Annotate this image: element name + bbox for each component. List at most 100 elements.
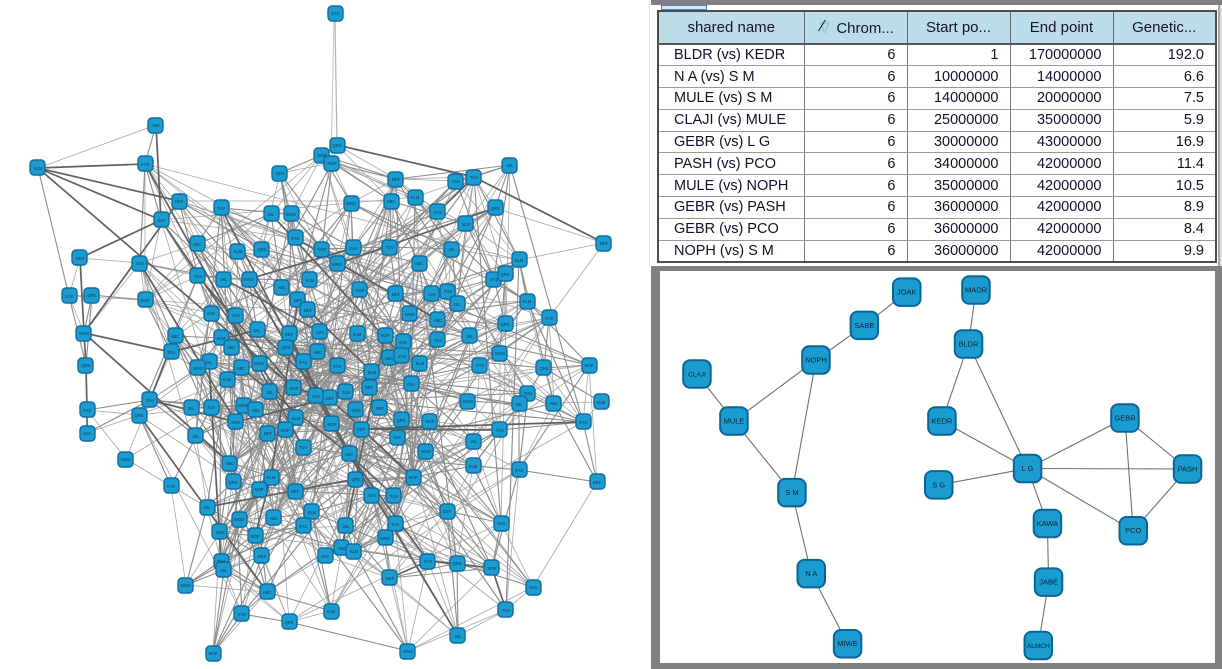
svg-text:N A: N A — [805, 569, 817, 578]
svg-text:GHI: GHI — [452, 179, 459, 184]
svg-text:QRS: QRS — [215, 530, 224, 535]
svg-text:JKL: JKL — [342, 524, 350, 529]
svg-text:KLM: KLM — [223, 377, 232, 382]
svg-text:KLM: KLM — [34, 166, 43, 171]
svg-text:MNO: MNO — [238, 403, 249, 408]
svg-text:ABC: ABC — [415, 261, 424, 266]
svg-text:GEBR: GEBR — [1114, 414, 1136, 423]
svg-text:QRS: QRS — [228, 480, 237, 485]
svg-text:XYZ: XYZ — [333, 364, 342, 369]
svg-text:XYZ: XYZ — [238, 612, 247, 617]
svg-text:XYZ: XYZ — [141, 162, 150, 167]
svg-text:KLM: KLM — [308, 510, 317, 515]
svg-text:ABC: ABC — [263, 590, 272, 595]
svg-text:MNO: MNO — [495, 351, 506, 356]
svg-text:JKL: JKL — [448, 247, 456, 252]
svg-text:XYZ: XYZ — [398, 354, 407, 359]
svg-text:ABC: ABC — [387, 199, 396, 204]
svg-text:QRS: QRS — [351, 408, 360, 413]
svg-text:MNO: MNO — [421, 449, 432, 454]
svg-text:DEF: DEF — [443, 509, 452, 514]
svg-text:ABC: ABC — [434, 318, 443, 323]
svg-text:JKL: JKL — [187, 406, 195, 411]
svg-text:TUV: TUV — [194, 274, 203, 279]
svg-text:JKL: JKL — [506, 163, 514, 168]
svg-text:ABC: ABC — [270, 516, 279, 521]
svg-text:KLM: KLM — [597, 400, 606, 405]
svg-text:XYZ: XYZ — [424, 559, 433, 564]
svg-text:XYZ: XYZ — [299, 360, 308, 365]
svg-text:QRS: QRS — [81, 363, 90, 368]
svg-text:ABC: ABC — [152, 123, 161, 128]
svg-text:QRS: QRS — [490, 206, 499, 211]
svg-text:XYZ: XYZ — [167, 484, 176, 489]
svg-text:NOP: NOP — [317, 247, 326, 252]
svg-text:KAWA: KAWA — [1037, 519, 1059, 528]
svg-text:MNO: MNO — [286, 212, 297, 217]
svg-text:TUV: TUV — [444, 289, 453, 294]
svg-text:NOP: NOP — [208, 651, 217, 656]
svg-text:KEDR: KEDR — [932, 417, 953, 426]
svg-text:XYZ: XYZ — [545, 316, 554, 321]
svg-text:KLM: KLM — [217, 336, 226, 341]
svg-text:DEF: DEF — [76, 256, 85, 261]
svg-text:MNO: MNO — [463, 399, 474, 404]
svg-text:KLM: KLM — [353, 332, 362, 337]
svg-text:MNO: MNO — [234, 517, 245, 522]
svg-text:MNO: MNO — [193, 366, 204, 371]
svg-text:KLM: KLM — [306, 278, 315, 283]
svg-text:QRS: QRS — [284, 620, 293, 625]
svg-text:PASH: PASH — [1178, 465, 1198, 474]
svg-text:ABC: ABC — [550, 401, 559, 406]
svg-text:JKL: JKL — [266, 390, 274, 395]
svg-text:NOP: NOP — [327, 422, 336, 427]
svg-text:TUV: TUV — [217, 206, 226, 211]
svg-text:XYZ: XYZ — [65, 294, 74, 299]
svg-text:NOP: NOP — [355, 288, 364, 293]
svg-text:NOP: NOP — [425, 419, 434, 424]
svg-text:MADR: MADR — [965, 286, 988, 295]
svg-text:NOP: NOP — [487, 566, 496, 571]
svg-text:DEF: DEF — [291, 489, 300, 494]
svg-text:QRS: QRS — [500, 322, 509, 327]
svg-text:KLM: KLM — [411, 195, 420, 200]
svg-text:GHI: GHI — [146, 398, 153, 403]
svg-text:DEF: DEF — [600, 241, 609, 246]
svg-text:GHI: GHI — [399, 340, 406, 345]
svg-text:ABC: ABC — [227, 345, 236, 350]
svg-text:JKL: JKL — [453, 302, 461, 307]
svg-text:TUV: TUV — [391, 522, 400, 527]
svg-text:DEF: DEF — [175, 199, 184, 204]
svg-text:NOP: NOP — [380, 333, 389, 338]
svg-text:JABE: JABE — [1039, 578, 1058, 587]
svg-text:DEF: DEF — [392, 177, 401, 182]
svg-text:NOPH: NOPH — [805, 356, 827, 365]
svg-text:GHI: GHI — [157, 218, 164, 223]
svg-text:MNO: MNO — [181, 583, 192, 588]
svg-text:MNO: MNO — [380, 536, 391, 541]
svg-text:QRS: QRS — [539, 366, 548, 371]
svg-text:GHI: GHI — [407, 382, 414, 387]
svg-text:GHI: GHI — [529, 585, 536, 590]
svg-text:JKL: JKL — [253, 328, 261, 333]
svg-text:KLM: KLM — [327, 609, 336, 614]
svg-text:L G: L G — [1022, 464, 1034, 473]
svg-text:KLM: KLM — [234, 249, 243, 254]
svg-text:JKL: JKL — [220, 568, 228, 573]
svg-text:GHI: GHI — [83, 431, 90, 436]
svg-text:MNO: MNO — [254, 361, 265, 366]
svg-text:GHI: GHI — [349, 246, 356, 251]
svg-text:NOP: NOP — [280, 428, 289, 433]
svg-text:TUV: TUV — [502, 608, 511, 613]
svg-text:ABC: ABC — [237, 366, 246, 371]
svg-text:TUV: TUV — [386, 245, 395, 250]
svg-text:JKL: JKL — [515, 402, 523, 407]
svg-text:TUV: TUV — [207, 405, 216, 410]
svg-text:QRS: QRS — [281, 345, 290, 350]
svg-text:MNO: MNO — [405, 312, 416, 317]
svg-text:ABC: ABC — [338, 546, 347, 551]
svg-text:KLM: KLM — [292, 416, 301, 421]
svg-text:JKL: JKL — [470, 439, 478, 444]
svg-text:TUV: TUV — [470, 175, 479, 180]
svg-text:ABC: ABC — [226, 461, 235, 466]
